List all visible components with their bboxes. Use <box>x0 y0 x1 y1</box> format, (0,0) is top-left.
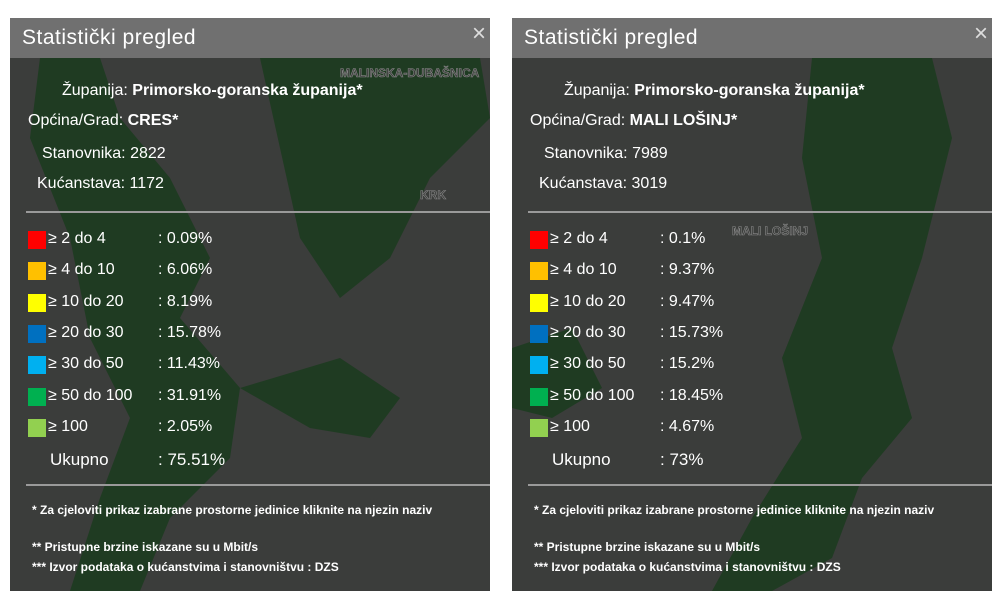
legend-value: : 15.78% <box>158 323 222 341</box>
legend-swatch <box>28 293 46 312</box>
legend-value: : 4.67% <box>660 417 715 435</box>
land <box>30 58 240 591</box>
legend-label: ≥ 20 do 30 <box>550 323 626 341</box>
legend-swatch <box>28 387 46 406</box>
county-label: Županija: <box>564 82 630 99</box>
population-label: Stanovnika: <box>42 145 126 162</box>
legend-value: : 15.2% <box>660 355 715 373</box>
legend-label: ≥ 100 <box>48 417 88 435</box>
legend-value: : 18.45% <box>660 386 724 404</box>
households-label: Kućanstava: <box>539 175 628 192</box>
title-bar: Statistički pregled × <box>10 18 490 58</box>
legend-value: : 15.73% <box>660 323 724 341</box>
legend-value: : 31.91% <box>158 386 222 404</box>
legend-value: : 0.09% <box>158 230 213 247</box>
county-value: Primorsko-goranska županija* <box>132 82 363 99</box>
legend-label: ≥ 4 do 10 <box>48 261 115 279</box>
municipality-label: Općina/Grad: <box>28 112 124 129</box>
legend-label: ≥ 30 do 50 <box>550 355 626 373</box>
divider <box>528 211 992 213</box>
legend-value: : 11.43% <box>158 355 220 373</box>
county: Županija: Primorsko-goranska županija* <box>62 82 363 100</box>
municipality-value: MALI LOŠINJ* <box>629 112 738 129</box>
legend-swatch <box>530 356 548 375</box>
total-value: : 73% <box>660 450 704 469</box>
population: Stanovnika: 2822 <box>42 145 166 163</box>
land <box>712 58 952 591</box>
divider <box>26 211 490 213</box>
footnote: ** Pristupne brzine iskazane su u Mbit/s <box>534 540 761 554</box>
map-label: KRK <box>420 188 447 203</box>
municipality-value: CRES* <box>127 112 179 129</box>
legend-value: : 9.47% <box>660 292 715 310</box>
legend-label: ≥ 50 do 100 <box>550 386 635 404</box>
legend-label: ≥ 30 do 50 <box>48 355 124 373</box>
legend-value: : 8.19% <box>158 292 213 310</box>
map-label: MALI LOŠINJ <box>732 224 809 239</box>
legend-label: ≥ 2 do 4 <box>48 230 106 247</box>
legend-label: ≥ 20 do 30 <box>48 323 124 341</box>
population-label: Stanovnika: <box>544 145 628 162</box>
title-bar: Statistički pregled × <box>512 18 992 58</box>
total-label: Ukupno <box>552 450 611 469</box>
close-button[interactable]: × <box>471 20 486 47</box>
legend-swatch <box>28 418 46 437</box>
legend-label: ≥ 2 do 4 <box>550 230 608 247</box>
legend-label: ≥ 4 do 10 <box>550 261 617 279</box>
map-label: MALINSKA-DUBAŠNICA <box>340 66 480 81</box>
land <box>240 358 400 438</box>
population: Stanovnika: 7989 <box>544 145 668 163</box>
households-value: 1172 <box>129 175 164 192</box>
panel-title: Statistički pregled <box>524 26 699 49</box>
divider <box>528 484 992 486</box>
legend-value: : 6.06% <box>158 261 213 279</box>
legend-swatch <box>530 418 548 437</box>
legend-swatch <box>28 262 46 281</box>
footnote: * Za cjeloviti prikaz izabrane prostorne… <box>534 503 935 517</box>
legend-swatch <box>530 324 548 343</box>
legend-value: : 0.1% <box>660 230 706 247</box>
households-label: Kućanstava: <box>37 175 126 192</box>
legend-value: : 9.37% <box>660 261 715 279</box>
divider <box>26 484 490 486</box>
households: Kućanstava: 1172 <box>37 175 164 193</box>
municipality: Općina/Grad: MALI LOŠINJ* <box>530 112 737 130</box>
legend-label: ≥ 10 do 20 <box>550 292 626 310</box>
legend-swatch <box>28 231 46 249</box>
legend-label: ≥ 100 <box>550 417 590 435</box>
footnote: ** Pristupne brzine iskazane su u Mbit/s <box>32 540 259 554</box>
municipality: Općina/Grad: CRES* <box>28 112 178 130</box>
legend-swatch <box>530 387 548 406</box>
municipality-label: Općina/Grad: <box>530 112 626 129</box>
map-background <box>30 58 490 591</box>
footnote: *** Izvor podataka o kućanstvima i stano… <box>32 560 339 574</box>
stats-panel: MALINSKA-DUBAŠNICA KRK Statistički pregled… <box>10 18 490 591</box>
legend-swatch <box>530 262 548 281</box>
households: Kućanstava: 3019 <box>539 175 667 193</box>
legend-swatch <box>28 356 46 375</box>
legend-label: ≥ 10 do 20 <box>48 292 124 310</box>
population-value: 2822 <box>130 145 166 162</box>
county-value: Primorsko-goranska županija* <box>634 82 865 99</box>
legend-swatch <box>28 324 46 343</box>
stats-panel: MALI LOŠINJ Statistički pregled × Županija:… <box>512 18 992 591</box>
legend-label: ≥ 50 do 100 <box>48 386 133 404</box>
legend-swatch <box>530 293 548 312</box>
population-value: 7989 <box>632 145 668 162</box>
county-label: Županija: <box>62 82 128 99</box>
land <box>260 58 490 298</box>
households-value: 3019 <box>631 175 668 192</box>
close-button[interactable]: × <box>973 20 988 47</box>
footnote: *** Izvor podataka o kućanstvima i stano… <box>534 560 841 574</box>
panel-title: Statistički pregled <box>22 26 197 49</box>
total-value: : 75.51% <box>158 450 226 469</box>
county: Županija: Primorsko-goranska županija* <box>564 82 865 100</box>
total-label: Ukupno <box>50 450 109 469</box>
legend-value: : 2.05% <box>158 417 213 435</box>
footnote: * Za cjeloviti prikaz izabrane prostorne… <box>32 503 433 517</box>
legend-swatch <box>530 231 548 249</box>
